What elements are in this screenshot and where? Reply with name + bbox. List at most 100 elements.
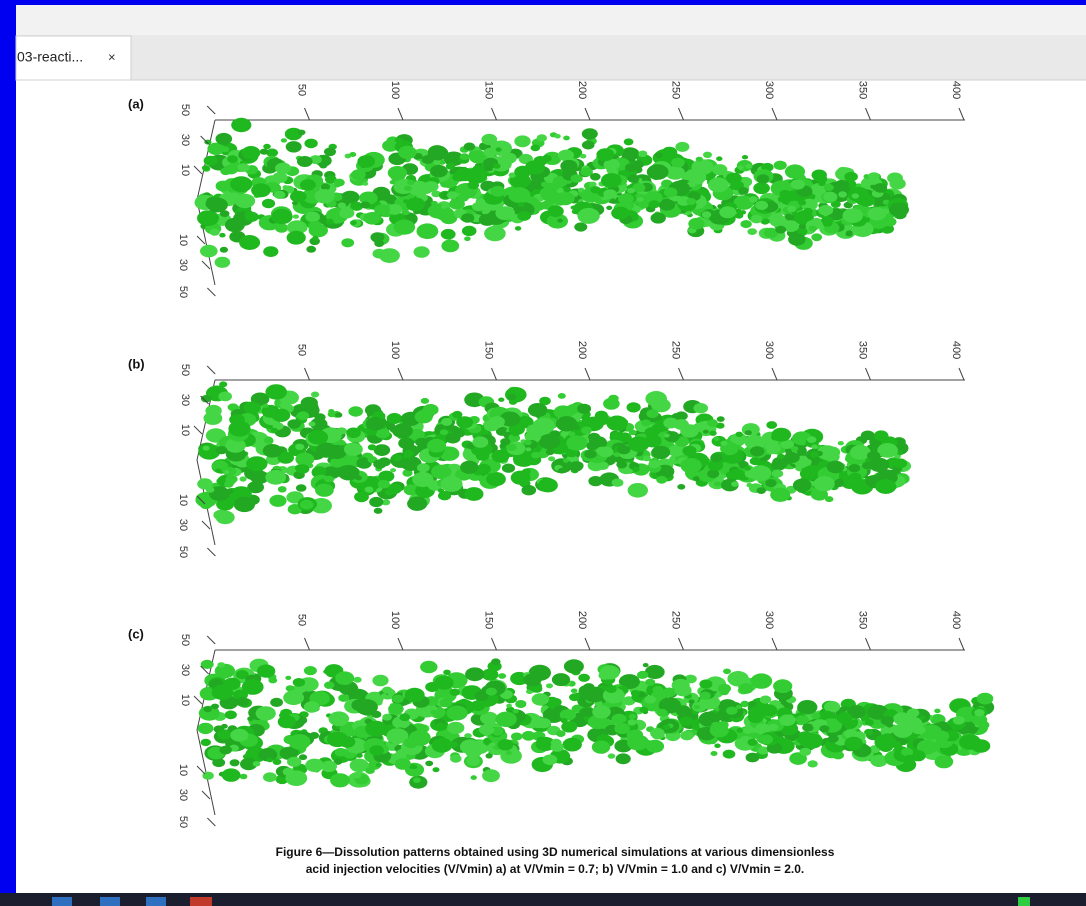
dissolution-blob — [665, 165, 685, 180]
dissolution-blob — [452, 410, 463, 419]
dissolution-blob — [412, 471, 434, 488]
dissolution-blob — [675, 141, 690, 152]
taskbar-icon[interactable] — [146, 897, 166, 906]
dissolution-blob — [713, 481, 721, 487]
tab-close[interactable]: × — [108, 49, 116, 64]
dissolution-blob — [460, 460, 479, 474]
dissolution-blob — [810, 488, 828, 501]
tick-mark — [397, 107, 404, 121]
dissolution-blob — [285, 141, 302, 153]
dissolution-blob — [439, 698, 453, 708]
dissolution-blob — [561, 721, 578, 733]
dissolution-blob — [821, 215, 834, 225]
dissolution-blob — [414, 410, 433, 424]
dissolution-blob — [372, 674, 389, 687]
dissolution-blob — [382, 686, 393, 694]
dissolution-blob — [723, 668, 731, 675]
dissolution-blob — [367, 444, 377, 451]
tab-title[interactable]: 03-reacti... — [17, 49, 83, 65]
length-tick-label: 100 — [389, 611, 401, 629]
dissolution-blob — [551, 673, 571, 687]
tab[interactable] — [15, 35, 132, 81]
dissolution-blob — [811, 444, 818, 449]
dissolution-blob — [403, 484, 419, 496]
dissolution-blob — [874, 734, 897, 750]
dissolution-blob — [730, 433, 748, 446]
dissolution-blob — [699, 679, 713, 689]
dissolution-blob — [467, 181, 479, 190]
dissolution-blob — [354, 491, 369, 503]
dissolution-blob — [357, 155, 376, 168]
tick-mark — [207, 547, 216, 557]
dissolution-blob — [570, 461, 584, 471]
dissolution-blob — [262, 444, 282, 458]
taskbar-icon[interactable] — [100, 897, 120, 906]
tick-mark — [304, 367, 310, 381]
dissolution-blob — [548, 456, 556, 462]
dissolution-blob — [215, 446, 228, 455]
dissolution-blob — [390, 468, 397, 473]
dissolution-blob — [277, 451, 295, 464]
dissolution-blob — [868, 172, 880, 181]
dissolution-blob — [848, 472, 862, 482]
length-tick-label: 400 — [950, 341, 962, 359]
dissolution-blob — [314, 413, 326, 422]
dissolution-blob — [373, 507, 383, 514]
dissolution-blob — [407, 496, 428, 511]
dissolution-blob — [233, 496, 256, 513]
dissolution-blob — [515, 700, 527, 708]
dissolution-blob — [570, 688, 578, 694]
tick-mark — [206, 365, 216, 375]
dissolution-blob — [413, 246, 430, 258]
dissolution-blob — [773, 679, 793, 694]
dissolution-blob — [247, 716, 254, 721]
dissolution-blob — [523, 673, 542, 687]
tick-mark — [958, 107, 965, 121]
dissolution-blob — [217, 662, 225, 668]
depth-tick-label: 10 — [177, 234, 189, 246]
dissolution-blob — [506, 443, 517, 452]
dissolution-blob — [789, 752, 807, 765]
dissolution-blob — [445, 162, 456, 170]
tray-icon[interactable] — [1018, 897, 1030, 906]
tick-mark — [771, 637, 778, 651]
dissolution-blob — [590, 186, 601, 194]
dissolution-blob — [420, 397, 430, 404]
length-tick-label: 350 — [857, 611, 869, 629]
dissolution-blob — [738, 165, 744, 170]
dissolution-blob — [217, 729, 232, 740]
dissolution-blob — [315, 483, 334, 497]
dissolution-blob — [538, 433, 561, 450]
dissolution-blob — [209, 228, 220, 236]
dissolution-blob — [275, 162, 292, 174]
dissolution-blob — [507, 393, 517, 400]
tick-mark — [771, 367, 778, 381]
taskbar-icon[interactable] — [52, 897, 72, 906]
dissolution-blob — [536, 134, 547, 142]
dissolution-blob — [349, 152, 357, 157]
length-tick-label: 400 — [950, 81, 962, 99]
dissolution-blob — [889, 202, 909, 217]
dissolution-blob — [702, 429, 709, 434]
dissolution-blob — [877, 443, 898, 458]
dissolution-blob — [680, 458, 702, 474]
dissolution-blob — [203, 706, 212, 713]
dissolution-blob — [566, 435, 588, 451]
dissolution-blob — [594, 410, 608, 420]
dissolution-blob — [337, 202, 346, 209]
dissolution-blob — [540, 188, 559, 202]
dissolution-blob — [744, 435, 766, 450]
taskbar-icon[interactable] — [190, 897, 212, 906]
dissolution-blob — [230, 728, 249, 742]
dissolution-blob — [608, 394, 619, 403]
tick-mark — [201, 260, 211, 270]
dissolution-blob — [521, 485, 537, 496]
dissolution-blob — [563, 135, 570, 141]
dissolution-blob — [748, 196, 758, 203]
dissolution-blob — [642, 663, 649, 668]
dissolution-blob — [514, 226, 522, 231]
dissolution-blob — [456, 416, 474, 429]
dissolution-blob — [570, 174, 583, 183]
dissolution-blob — [906, 708, 920, 718]
dissolution-blob — [485, 687, 497, 696]
